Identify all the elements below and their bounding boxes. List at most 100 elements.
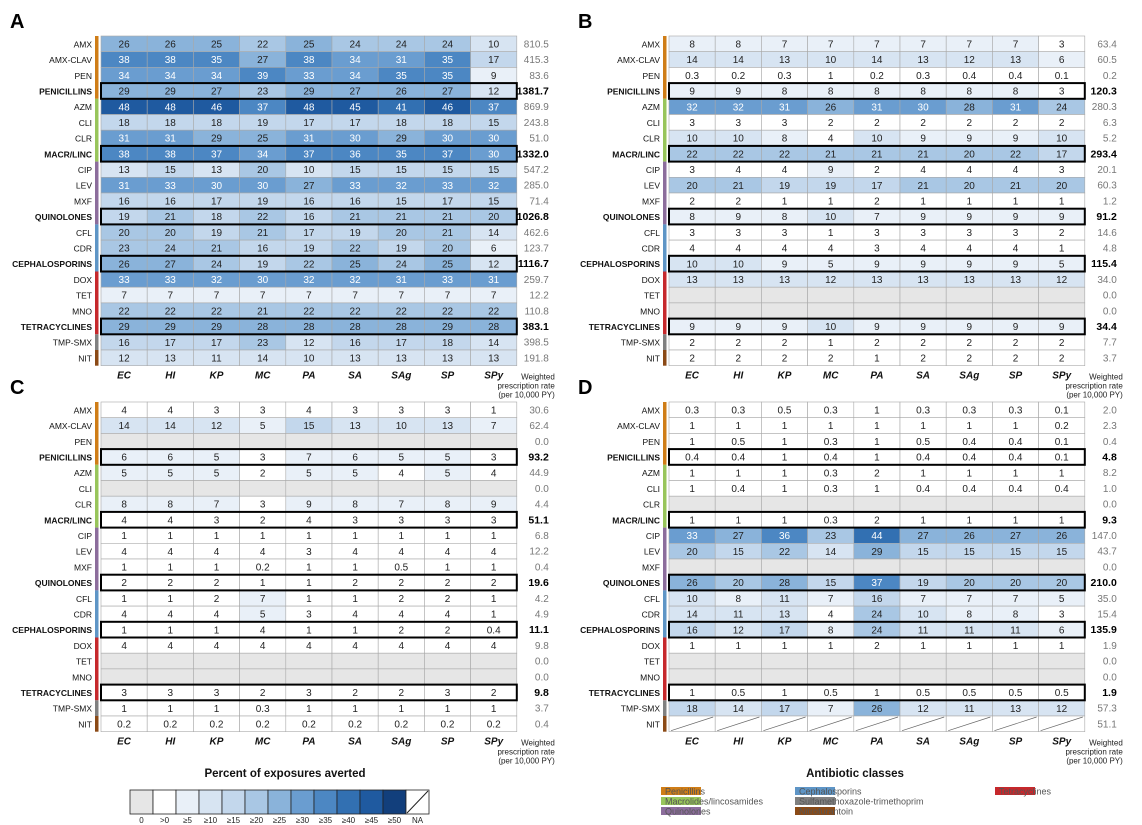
column-label: SA [916, 371, 930, 382]
row-label: QUINOLONES [35, 578, 92, 588]
heatmap-cell [714, 668, 762, 685]
cell-value: 3 [1059, 87, 1065, 98]
cell-value: 9 [782, 259, 788, 270]
heatmap-cell [1038, 495, 1086, 513]
cell-value: 9 [491, 71, 497, 82]
cell-value: 0.5 [731, 688, 745, 699]
cell-value: 30 [257, 181, 269, 192]
cell-value: 14 [165, 421, 177, 432]
rate-value: 1.9 [1103, 641, 1117, 652]
cell-value: 9 [1013, 212, 1019, 223]
cell-value: 31 [119, 181, 131, 192]
rate-value: 34.4 [1096, 321, 1117, 333]
cell-value: 2 [828, 353, 834, 364]
column-label: MC [823, 737, 839, 748]
heatmap-cell [146, 652, 194, 670]
cell-value: 38 [119, 149, 131, 160]
cell-value: 1 [782, 421, 788, 432]
row-label: CEPHALOSPORINS [580, 259, 660, 269]
cell-value: 0.4 [1055, 484, 1069, 495]
cell-value: 29 [211, 134, 223, 145]
rate-value: 383.1 [523, 321, 549, 333]
rate-value: 2.3 [1103, 421, 1117, 432]
cell-value: 8 [828, 87, 834, 98]
cell-value: 2 [828, 118, 834, 129]
cell-value: 22 [211, 306, 223, 317]
cell-value: 33 [119, 275, 131, 286]
cell-value: 5 [445, 453, 451, 464]
heatmap-cell [853, 286, 901, 304]
cell-value: 19 [396, 244, 408, 255]
class-bar-tetracyclines [663, 271, 667, 335]
cell-value: 0.2 [256, 719, 270, 730]
cell-value: 1 [828, 421, 834, 432]
column-label: SAg [959, 371, 979, 382]
cell-value: 2 [260, 688, 266, 699]
cell-value: 1 [782, 437, 788, 448]
cell-value: 4 [168, 405, 174, 416]
cell-value: 0.3 [916, 71, 930, 82]
column-label: EC [685, 737, 700, 748]
heatmap-cell [761, 652, 808, 670]
cell-value: 30 [918, 102, 930, 113]
cell-value: 21 [350, 212, 362, 223]
cell-value: 4 [121, 641, 127, 652]
cell-value: 26 [165, 39, 177, 50]
rate-value: 15.4 [1097, 609, 1117, 620]
cell-value: 12 [918, 704, 930, 715]
cell-value: 16 [687, 625, 699, 636]
rate-value: 1381.7 [517, 85, 549, 97]
cell-value: 20 [733, 578, 745, 589]
cell-value: 19 [350, 228, 362, 239]
column-label: SPy [1052, 371, 1071, 382]
row-label: CLI [647, 484, 660, 494]
heatmap-cell [285, 433, 333, 450]
class-swatch-cephalosporins [795, 787, 835, 795]
panel-letter-A: A [10, 11, 24, 33]
cell-value: 8 [168, 500, 174, 511]
rate-value: 3.7 [1103, 353, 1117, 364]
cell-value: 0.3 [778, 71, 792, 82]
rate-value: 293.4 [1091, 148, 1117, 160]
cell-value: 1 [689, 437, 695, 448]
cell-value: 3 [214, 405, 220, 416]
cell-value: 1 [491, 704, 497, 715]
cell-value: 1 [260, 531, 266, 542]
cell-value: 0.2 [348, 719, 362, 730]
cell-value: 1 [782, 196, 788, 207]
cell-value: 2 [399, 594, 405, 605]
summary-row-outline [100, 573, 518, 592]
cell-value: 2 [445, 578, 451, 589]
cell-value: 13 [442, 421, 454, 432]
heatmap-cell [899, 558, 947, 575]
cell-value: 2 [967, 353, 973, 364]
cell-value: 24 [396, 39, 408, 50]
cell-value: 18 [396, 118, 408, 129]
cell-value: 3 [689, 228, 695, 239]
cell-value: 5 [445, 468, 451, 479]
cell-value: 3 [352, 515, 358, 526]
rate-value: 869.9 [524, 102, 549, 113]
cell-value: 7 [306, 453, 312, 464]
cell-value: 27 [918, 531, 930, 542]
cell-value: 5 [306, 468, 312, 479]
cell-value: 20 [1056, 578, 1068, 589]
cell-value: 23 [257, 338, 269, 349]
cell-value: 1 [736, 641, 742, 652]
cell-value: 7 [491, 421, 497, 432]
rate-value: 147.0 [1092, 531, 1117, 542]
cell-value: 28 [779, 578, 791, 589]
column-label: KP [778, 371, 792, 382]
cell-value: 17 [488, 55, 500, 66]
class-swatch-nitrofurantoin [795, 807, 835, 815]
cell-value: 5 [260, 610, 266, 621]
cell-value: 21 [442, 228, 454, 239]
heatmap-cell [714, 286, 762, 304]
cell-value: 2 [445, 594, 451, 605]
rate-value: 93.2 [528, 451, 549, 463]
cell-value: 3 [214, 688, 220, 699]
cell-value: 8 [445, 500, 451, 511]
row-label: LEV [644, 181, 660, 191]
cell-value: 31 [1010, 102, 1022, 113]
rate-value: 0.0 [1103, 672, 1117, 683]
